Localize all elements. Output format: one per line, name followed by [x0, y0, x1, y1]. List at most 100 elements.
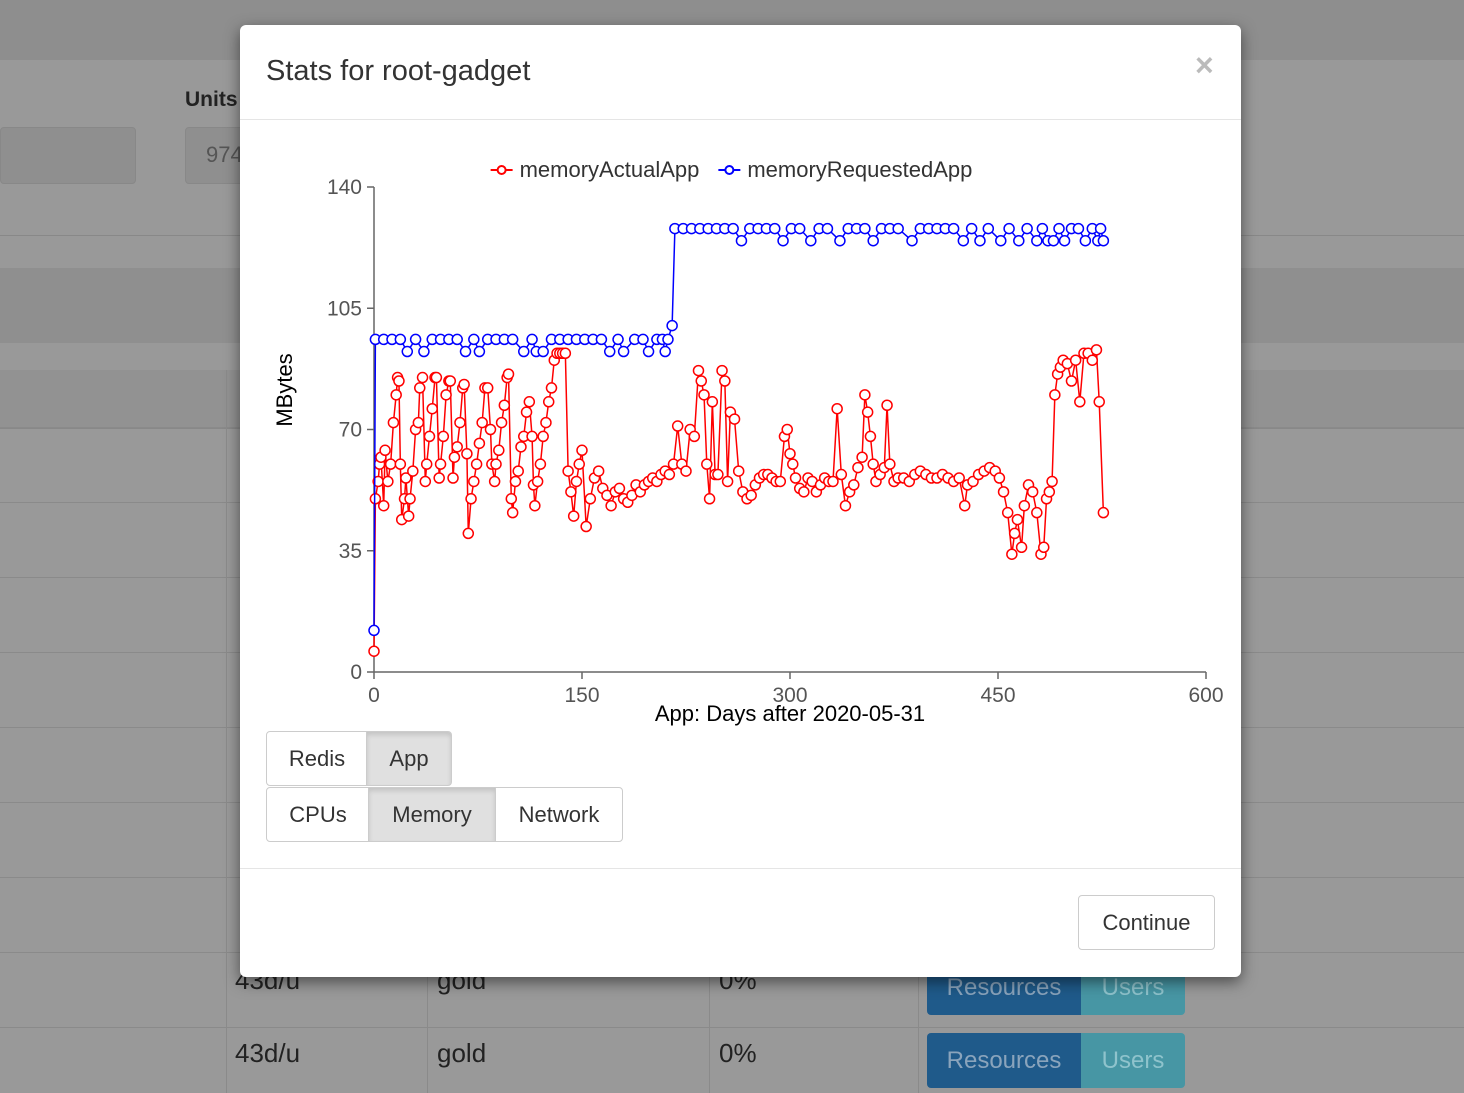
- data-point: [526, 333, 538, 346]
- resources-button[interactable]: Resources: [927, 1033, 1081, 1088]
- source-button[interactable]: App: [366, 731, 452, 786]
- units-label: Units: [185, 88, 238, 111]
- x-tick-label: 450: [980, 684, 1015, 707]
- data-point: [835, 468, 848, 481]
- data-point: [523, 396, 536, 408]
- legend-marker: [724, 165, 735, 175]
- data-point: [470, 458, 483, 470]
- data-point: [426, 402, 438, 415]
- data-point: [1015, 541, 1028, 554]
- y-tick-label: 70: [339, 419, 362, 442]
- data-point: [1026, 486, 1039, 498]
- input-box[interactable]: [0, 127, 136, 184]
- data-point: [515, 441, 527, 453]
- data-point: [529, 499, 541, 512]
- y-tick-label: 140: [327, 176, 362, 199]
- cell: 0%: [719, 1038, 757, 1068]
- data-point: [468, 475, 480, 488]
- source-button[interactable]: Redis: [266, 731, 368, 786]
- metric-button[interactable]: Network: [495, 787, 623, 842]
- data-point: [958, 499, 971, 512]
- data-point: [540, 416, 552, 429]
- data-point: [576, 444, 588, 457]
- data-point: [368, 624, 380, 637]
- data-point: [774, 475, 787, 488]
- users-button[interactable]: Users: [1081, 1033, 1185, 1088]
- data-point: [745, 489, 757, 502]
- metric-button[interactable]: Memory: [368, 787, 496, 842]
- data-point: [906, 234, 918, 247]
- data-point: [520, 406, 533, 418]
- data-point: [1036, 222, 1049, 235]
- row-line: [0, 1027, 1464, 1028]
- units-value: 974: [206, 142, 243, 167]
- data-point: [798, 486, 810, 498]
- data-point: [613, 482, 626, 495]
- data-point: [831, 402, 843, 415]
- data-point: [834, 234, 846, 247]
- data-point: [1094, 222, 1107, 235]
- data-point: [852, 461, 864, 474]
- data-point: [1006, 548, 1018, 560]
- data-point: [892, 222, 904, 235]
- data-point: [584, 493, 597, 505]
- data-point: [379, 444, 391, 457]
- data-point: [416, 371, 429, 384]
- data-point: [728, 413, 741, 425]
- data-point: [473, 345, 486, 358]
- data-point: [1072, 222, 1085, 235]
- data-point: [688, 430, 701, 443]
- data-point: [856, 451, 868, 463]
- data-point: [777, 234, 789, 247]
- data-point: [712, 468, 724, 481]
- data-point: [703, 493, 716, 505]
- data-point: [821, 222, 834, 235]
- data-point: [537, 345, 549, 358]
- data-point: [605, 499, 617, 512]
- legend-marker: [496, 165, 507, 175]
- data-point: [603, 345, 616, 358]
- data-point: [982, 222, 995, 235]
- x-axis-label: App: Days after 2020-05-31: [655, 701, 925, 726]
- data-point: [592, 465, 605, 477]
- data-point: [412, 416, 425, 429]
- data-point: [867, 234, 879, 247]
- data-point: [1074, 396, 1086, 408]
- data-point: [384, 458, 397, 470]
- data-point: [462, 527, 475, 540]
- data-point: [1001, 506, 1014, 519]
- data-point: [390, 389, 402, 401]
- data-point: [1031, 234, 1043, 247]
- data-point: [867, 458, 879, 470]
- metric-button[interactable]: CPUs: [266, 787, 370, 842]
- data-point: [451, 441, 463, 453]
- data-point: [1011, 513, 1024, 526]
- data-point: [434, 458, 447, 470]
- data-point: [1021, 222, 1033, 235]
- close-button[interactable]: ×: [1195, 47, 1214, 83]
- data-point: [612, 333, 624, 346]
- legend-label: memoryActualApp: [520, 157, 700, 182]
- data-point: [787, 458, 799, 470]
- data-point: [509, 475, 522, 488]
- legend-label: memoryRequestedApp: [747, 157, 972, 182]
- continue-button[interactable]: Continue: [1078, 895, 1215, 950]
- data-point: [1003, 222, 1015, 235]
- data-point: [735, 234, 748, 247]
- data-point: [458, 378, 470, 391]
- x-tick-label: 600: [1188, 684, 1223, 707]
- data-point: [1093, 396, 1105, 408]
- data-point: [414, 382, 426, 394]
- data-point: [884, 458, 896, 470]
- data-point: [526, 430, 538, 443]
- modal: Stats for root-gadget × App: Days after …: [240, 25, 1241, 977]
- modal-title: Stats for root-gadget: [266, 55, 531, 87]
- data-point: [562, 465, 574, 477]
- data-point: [473, 437, 486, 450]
- column-line: [226, 370, 227, 1093]
- data-point: [534, 458, 547, 470]
- data-point: [418, 345, 430, 358]
- data-point: [393, 375, 405, 387]
- data-point: [1018, 499, 1031, 512]
